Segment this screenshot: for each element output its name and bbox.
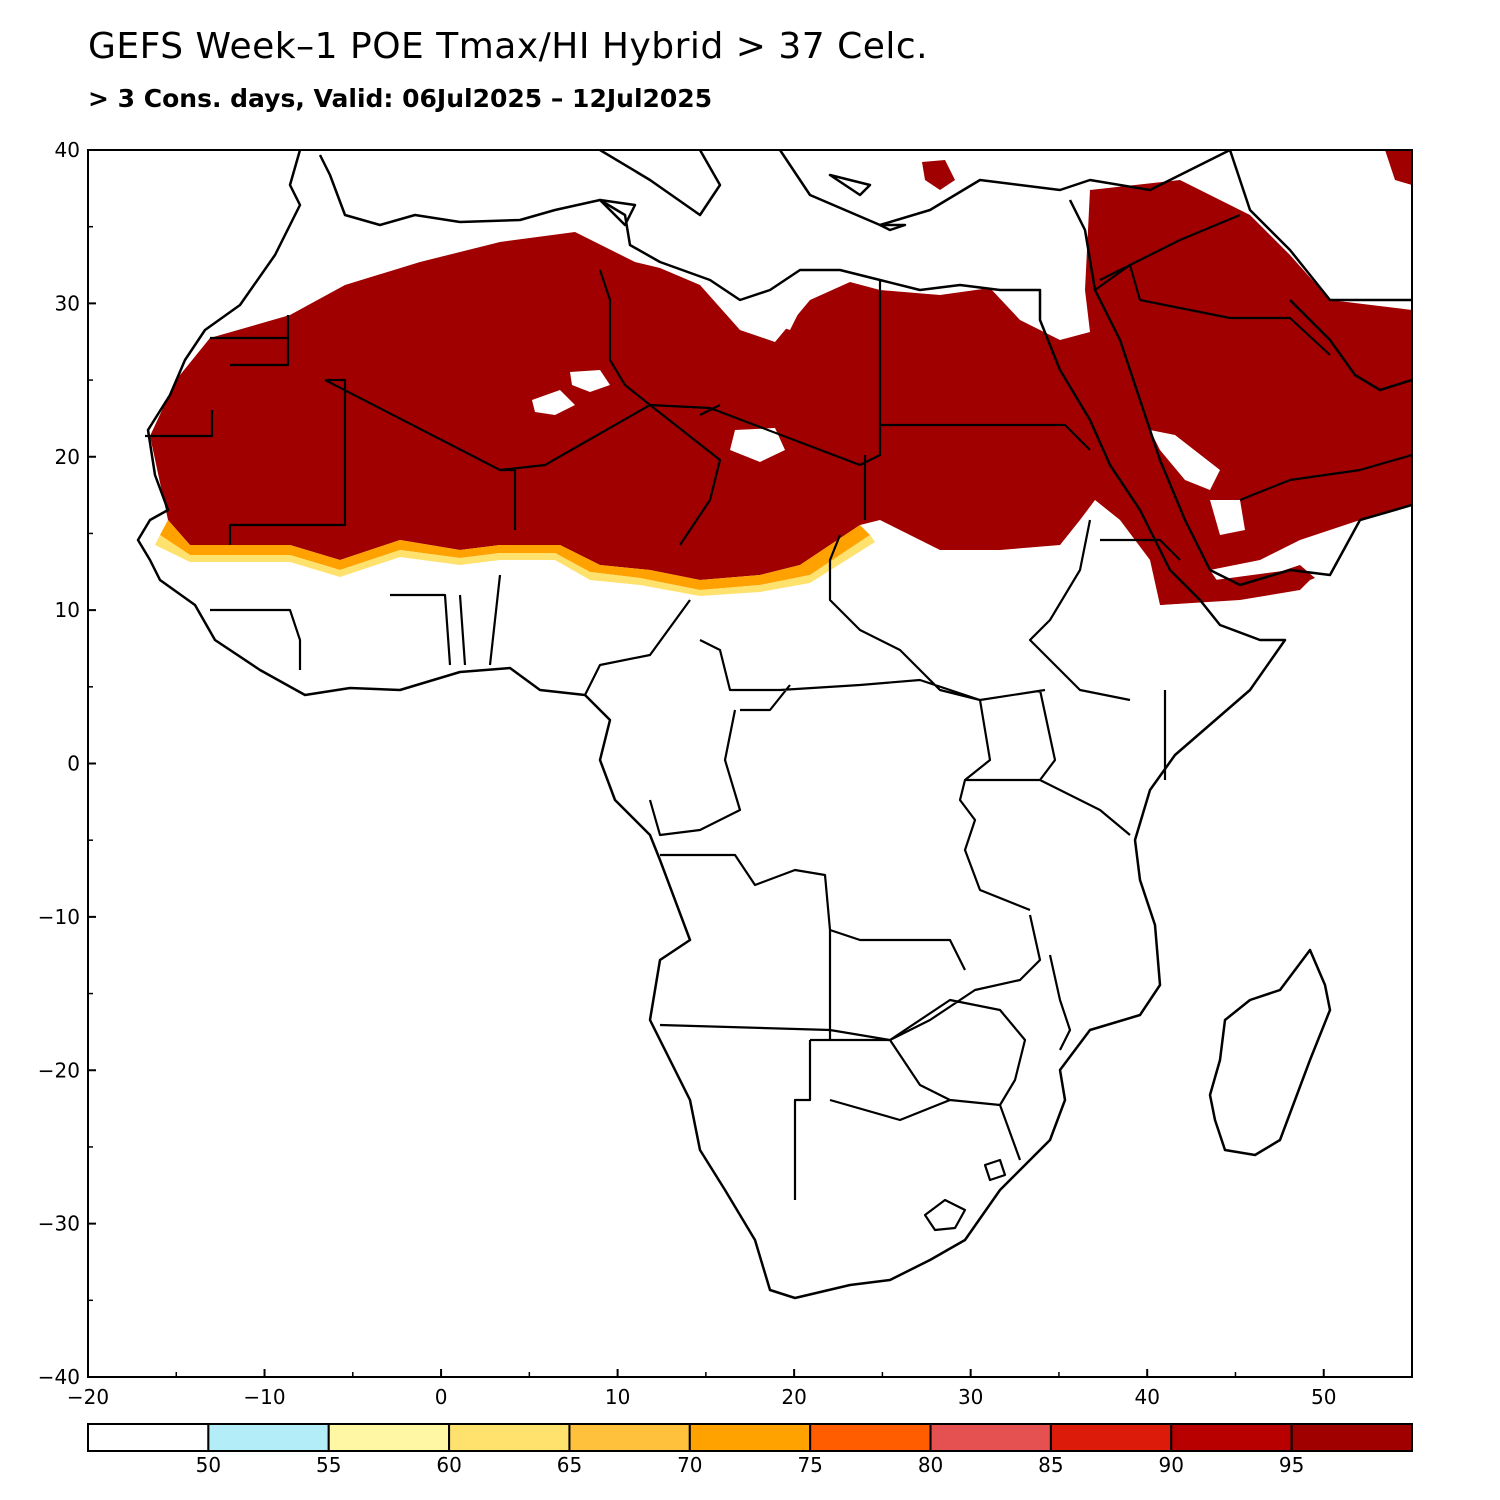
colorbar-label: 60 bbox=[436, 1453, 461, 1477]
iran-low-probability-band bbox=[1340, 220, 1412, 300]
niger-low-probability-hole bbox=[570, 370, 610, 392]
yemen-low-probability-band bbox=[1210, 500, 1245, 535]
y-tick-label: 0 bbox=[67, 752, 80, 776]
colorbar-label: 80 bbox=[918, 1453, 943, 1477]
africa-coastline bbox=[136, 150, 1287, 1300]
algeria-low-probability-hole bbox=[532, 390, 575, 415]
map-subtitle: > 3 Cons. days, Valid: 06Jul2025 – 12Jul… bbox=[88, 84, 713, 113]
arabia-low-probability-band bbox=[1150, 430, 1220, 490]
x-tick-label: 40 bbox=[1134, 1385, 1159, 1409]
colorbar-label: 90 bbox=[1159, 1453, 1184, 1477]
colorbar-swatch bbox=[87, 1423, 210, 1452]
colorbar-swatch bbox=[809, 1423, 932, 1452]
x-tick-label: −20 bbox=[67, 1385, 109, 1409]
colorbar-swatch bbox=[327, 1423, 451, 1452]
border-lines bbox=[145, 213, 1412, 1200]
colorbar-label: 65 bbox=[557, 1453, 582, 1477]
y-tick-label: −30 bbox=[38, 1212, 80, 1236]
y-tick-label: 40 bbox=[55, 138, 80, 162]
y-tick-label: −40 bbox=[38, 1365, 80, 1389]
y-tick-label: −10 bbox=[38, 905, 80, 929]
coastline-layer bbox=[136, 150, 1412, 1300]
europe-coastline bbox=[599, 150, 1412, 302]
colorbar-swatch bbox=[568, 1423, 691, 1452]
sahel-fringe bbox=[160, 520, 870, 590]
colorbar-swatch bbox=[448, 1423, 571, 1452]
colorbar-label: 55 bbox=[316, 1453, 341, 1477]
colorbar-label: 50 bbox=[196, 1453, 221, 1477]
probability-fill-layer bbox=[150, 150, 1412, 605]
colorbar-swatch bbox=[207, 1423, 330, 1452]
y-tick-label: 20 bbox=[55, 445, 80, 469]
x-axis: −20 −10 0 10 20 30 40 50 bbox=[67, 1369, 1336, 1409]
x-tick-label: 50 bbox=[1311, 1385, 1336, 1409]
x-tick-label: 30 bbox=[958, 1385, 983, 1409]
colorbar-swatch bbox=[1290, 1423, 1413, 1452]
chad-low-probability-hole bbox=[730, 428, 785, 462]
colorbar-label: 75 bbox=[797, 1453, 822, 1477]
map-title: GEFS Week–1 POE Tmax/HI Hybrid > 37 Celc… bbox=[88, 26, 929, 67]
y-axis: 40 30 20 10 0 −10 −20 −30 −40 bbox=[38, 138, 96, 1389]
y-tick-label: 10 bbox=[55, 598, 80, 622]
y-tick-label: −20 bbox=[38, 1058, 80, 1082]
aegean-high-probability-region bbox=[922, 160, 955, 190]
x-tick-label: 20 bbox=[781, 1385, 806, 1409]
colorbar-label: 85 bbox=[1038, 1453, 1063, 1477]
lesotho-border bbox=[923, 1198, 967, 1232]
colorbar: 50 55 60 65 70 75 80 85 90 95 bbox=[87, 1423, 1413, 1477]
border-layer bbox=[145, 213, 1412, 1232]
iran-high-probability-region bbox=[1385, 150, 1412, 185]
colorbar-swatch bbox=[1170, 1423, 1293, 1452]
mediterranean-islands bbox=[598, 173, 907, 232]
libya-low-probability-hole bbox=[730, 298, 800, 330]
madagascar-coastline bbox=[1208, 948, 1332, 1157]
persian-gulf-coastline bbox=[1289, 299, 1412, 392]
x-tick-label: 10 bbox=[605, 1385, 630, 1409]
colorbar-swatch bbox=[1049, 1423, 1173, 1452]
x-tick-label: 0 bbox=[435, 1385, 448, 1409]
colorbar-swatch bbox=[688, 1423, 812, 1452]
colorbar-label: 95 bbox=[1279, 1453, 1304, 1477]
colorbar-swatch bbox=[929, 1423, 1052, 1452]
x-tick-label: −10 bbox=[243, 1385, 285, 1409]
y-tick-label: 30 bbox=[55, 291, 80, 315]
sahara-high-probability-region bbox=[150, 180, 1412, 605]
eswatini-border bbox=[983, 1158, 1007, 1182]
colorbar-label: 70 bbox=[677, 1453, 702, 1477]
